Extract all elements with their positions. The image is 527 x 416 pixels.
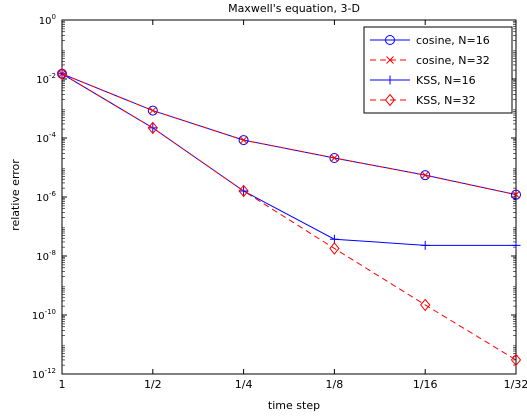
x-tick-label: 1/2 (144, 378, 162, 391)
legend-marker (384, 93, 396, 107)
data-point (420, 240, 430, 250)
legend-label: KSS, N=32 (416, 94, 476, 107)
data-point (238, 135, 249, 146)
data-point (420, 170, 431, 181)
data-point (148, 106, 157, 115)
data-point (57, 69, 67, 79)
data-point (239, 186, 249, 196)
series-4 (56, 67, 522, 367)
y-tick-label: 10-6 (36, 190, 56, 204)
y-tick-label: 10-12 (32, 367, 56, 381)
series-line (61, 73, 517, 361)
series-2 (58, 69, 520, 199)
legend-item: cosine, N=16 (370, 34, 490, 47)
data-point (420, 298, 431, 312)
legend-label: cosine, N=16 (416, 34, 490, 47)
axes: 1 1/2 1/4 1/8 1/16 1/32 100 10-2 10-4 10-6 10-8 10-… (32, 13, 527, 391)
legend-item: KSS, N=32 (370, 93, 476, 107)
data-point (238, 184, 249, 198)
x-tick-label: 1 (59, 378, 66, 391)
x-tick-label: 1/4 (235, 378, 253, 391)
y-tick-label: 10-10 (32, 308, 56, 322)
data-point (147, 105, 158, 116)
legend-label: cosine, N=32 (416, 54, 490, 67)
x-axis-label: time step (268, 399, 320, 412)
legend-label: KSS, N=16 (416, 74, 476, 87)
legend-marker (386, 56, 394, 64)
y-tick-label: 100 (39, 13, 56, 27)
data-point (330, 154, 339, 162)
data-point (56, 67, 68, 81)
data-point (329, 242, 340, 255)
legend-item: KSS, N=16 (370, 74, 476, 87)
x-tick-label: 1/8 (326, 378, 344, 391)
y-axis-label: relative error (9, 159, 22, 231)
x-tick-label: 1/32 (504, 378, 527, 391)
y-tick-label: 10-2 (36, 72, 56, 86)
legend-item: cosine, N=32 (370, 54, 490, 67)
data-point (147, 121, 158, 135)
legend-marker (385, 35, 395, 45)
series-line (61, 73, 517, 196)
data-point (512, 190, 520, 199)
y-tick-label: 10-8 (36, 249, 56, 263)
chart-title: Maxwell's equation, 3-D (228, 2, 360, 15)
data-point (511, 189, 521, 200)
legend-marker (385, 75, 395, 85)
series-line (61, 73, 516, 246)
data-point (239, 136, 248, 144)
legend-box (363, 26, 513, 114)
data-point (511, 240, 521, 250)
data-point (510, 353, 522, 367)
data-point (421, 171, 430, 180)
series-3 (57, 69, 521, 250)
y-tick-label: 10-4 (36, 131, 56, 145)
series-lines (56, 67, 522, 367)
data-point (329, 152, 340, 163)
x-tick-label: 1/16 (413, 378, 438, 391)
legend: cosine, N=16 cosine, N=32 KSS, N=16 KSS, N=… (363, 26, 513, 114)
